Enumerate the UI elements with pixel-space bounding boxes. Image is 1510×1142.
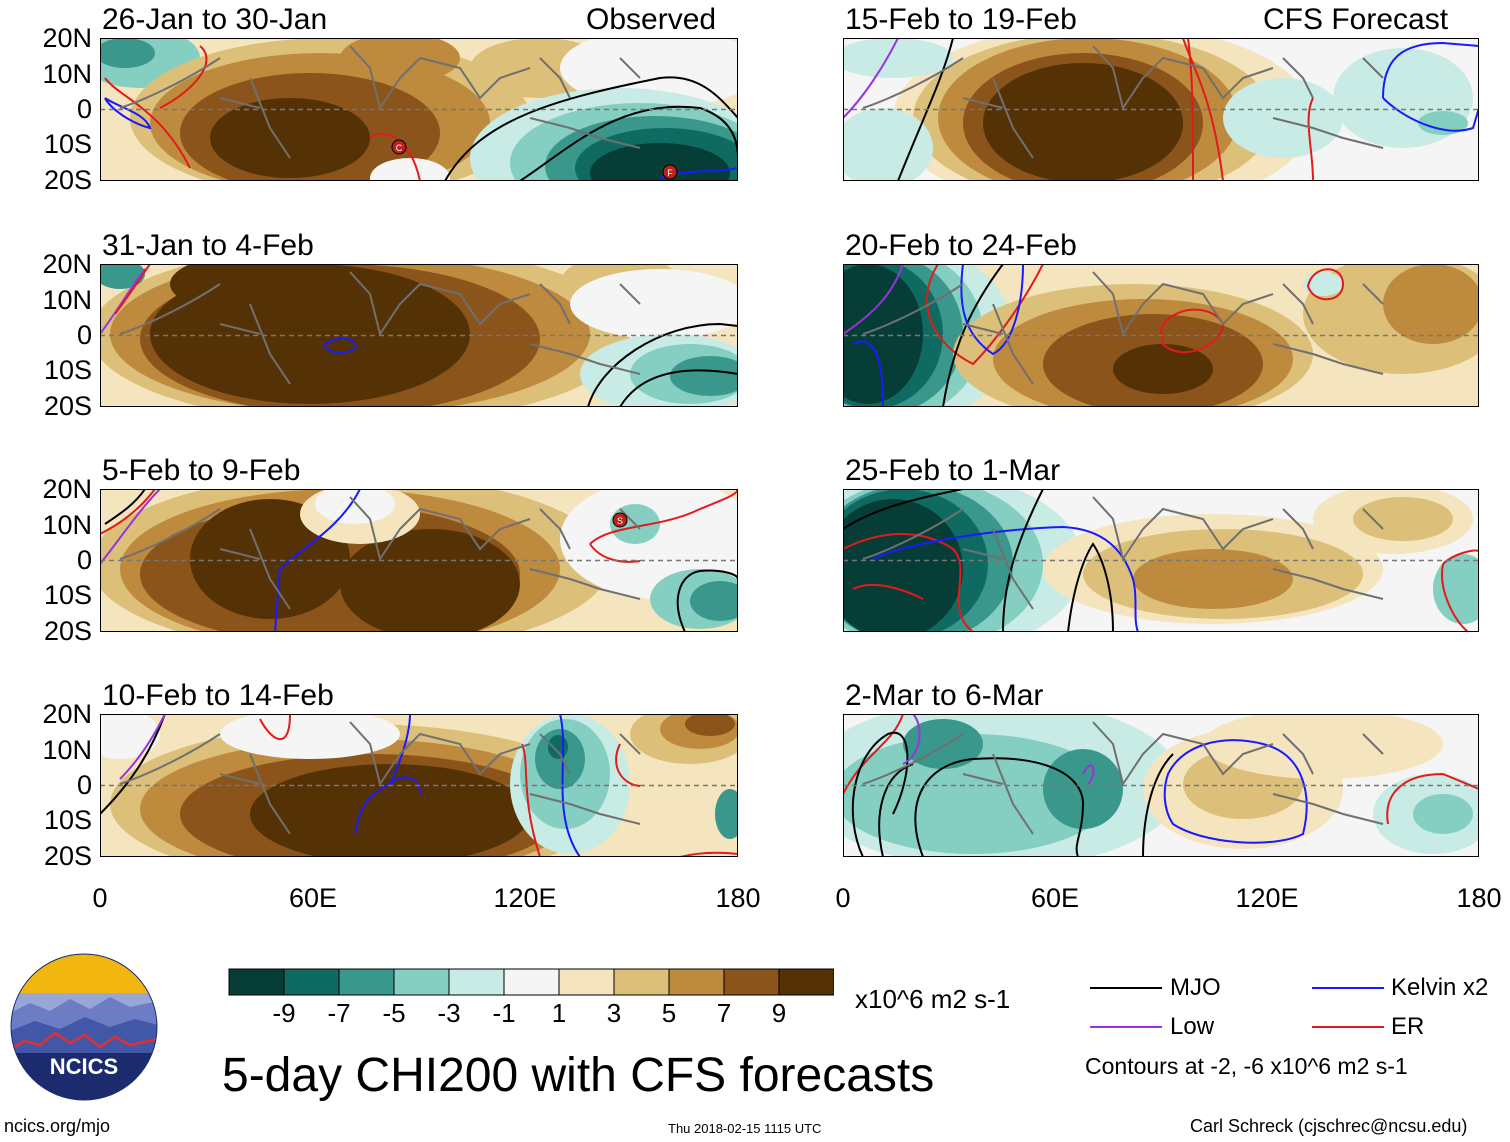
storm-marker: F: [662, 164, 678, 180]
chi200-map-observed-1: C F: [100, 38, 738, 181]
colorbar-swatch: [668, 968, 725, 996]
colorbar-swatch: [448, 968, 505, 996]
panel-date-label: 20-Feb to 24-Feb: [845, 229, 1077, 262]
chi200-map-observed-2: [100, 264, 738, 407]
colorbar-tick: 7: [716, 998, 732, 1028]
colorbar-tick: -1: [492, 998, 516, 1028]
legend-line-low: [1090, 1026, 1162, 1028]
chi200-map-forecast-1: [843, 38, 1479, 181]
colorbar-swatch: [558, 968, 615, 996]
lat-tick: 0: [76, 94, 92, 124]
storm-marker: S: [612, 512, 628, 528]
lon-tick: 180: [1456, 883, 1502, 913]
colorbar-tick: 3: [606, 998, 622, 1028]
lat-tick: 10N: [42, 735, 92, 765]
lat-tick: 10S: [43, 355, 92, 385]
lat-tick: 10N: [42, 510, 92, 540]
contours-note: Contours at -2, -6 x10^6 m2 s-1: [1085, 1053, 1408, 1079]
colorbar-swatch: [228, 968, 285, 996]
lon-tick: 180: [715, 883, 761, 913]
colorbar-swatch: [613, 968, 670, 996]
lat-tick: 20S: [43, 165, 92, 195]
panel-date-label: 15-Feb to 19-Feb: [845, 3, 1077, 36]
colorbar-swatch: [778, 968, 834, 996]
colorbar: [228, 968, 834, 996]
lat-tick: 10S: [43, 129, 92, 159]
lat-tick: 20S: [43, 841, 92, 871]
chi200-map-forecast-4: [843, 714, 1479, 857]
lat-tick: 0: [76, 545, 92, 575]
colorbar-tick: -9: [272, 998, 296, 1028]
lon-tick: 60E: [288, 883, 338, 913]
chi200-map-forecast-2: [843, 264, 1479, 407]
panel-date-label: 2-Mar to 6-Mar: [845, 679, 1044, 712]
panel-date-label: 5-Feb to 9-Feb: [102, 454, 301, 487]
legend-line-mjo: [1090, 987, 1162, 989]
lat-tick: 10N: [42, 59, 92, 89]
colorbar-swatch: [283, 968, 340, 996]
colorbar-swatch: [503, 968, 560, 996]
colorbar-tick: -7: [327, 998, 351, 1028]
footer-timestamp: Thu 2018-02-15 1115 UTC: [668, 1121, 822, 1136]
storm-letter: S: [617, 516, 623, 526]
logo-text: NCICS: [50, 1054, 118, 1079]
chi200-map-forecast-3: [843, 489, 1479, 632]
lat-tick: 0: [76, 770, 92, 800]
storm-letter: F: [667, 168, 673, 178]
colorbar-tick: 1: [551, 998, 567, 1028]
colorbar-swatch: [338, 968, 395, 996]
lon-tick: 0: [92, 883, 108, 913]
lat-tick: 20N: [42, 23, 92, 53]
colorbar-swatch: [723, 968, 780, 996]
chi200-map-observed-4: [100, 714, 738, 857]
legend-line-kelvin: [1312, 987, 1384, 989]
chi200-map-observed-3: S: [100, 489, 738, 632]
lat-tick: 20S: [43, 616, 92, 646]
figure-title: 5-day CHI200 with CFS forecasts: [222, 1049, 935, 1102]
legend-label-low: Low: [1170, 1013, 1215, 1040]
lon-tick: 120E: [493, 883, 557, 913]
legend-line-er: [1312, 1026, 1384, 1028]
lon-tick: 120E: [1235, 883, 1299, 913]
colorbar-swatch: [393, 968, 450, 996]
lat-tick: 20N: [42, 474, 92, 504]
storm-letter: C: [396, 143, 403, 153]
legend-label-er: ER: [1391, 1013, 1425, 1040]
lon-tick: 60E: [1030, 883, 1080, 913]
legend-label-mjo: MJO: [1170, 974, 1221, 1001]
forecast-label: CFS Forecast: [1263, 3, 1449, 36]
lat-tick: 20N: [42, 699, 92, 729]
panel-date-label: 25-Feb to 1-Mar: [845, 454, 1061, 487]
colorbar-tick: 5: [661, 998, 677, 1028]
panel-date-label: 26-Jan to 30-Jan: [102, 3, 328, 36]
footer-url: ncics.org/mjo: [4, 1116, 111, 1136]
footer-author: Carl Schreck (cjschrec@ncsu.edu): [1190, 1116, 1468, 1136]
lat-tick: 0: [76, 320, 92, 350]
panel-date-label: 31-Jan to 4-Feb: [102, 229, 314, 262]
lat-tick: 10S: [43, 805, 92, 835]
lon-tick: 0: [835, 883, 851, 913]
panel-date-label: 10-Feb to 14-Feb: [102, 679, 334, 712]
lat-tick: 10N: [42, 285, 92, 315]
lat-tick: 20N: [42, 249, 92, 279]
colorbar-tick: 9: [771, 998, 787, 1028]
observed-label: Observed: [586, 3, 717, 36]
colorbar-tick: -5: [382, 998, 406, 1028]
legend-label-kelvin: Kelvin x2: [1391, 974, 1489, 1001]
ncics-logo: NCICS: [10, 953, 158, 1101]
colorbar-tick: -3: [437, 998, 461, 1028]
lat-tick: 10S: [43, 580, 92, 610]
storm-marker: C: [391, 139, 407, 155]
colorbar-units: x10^6 m2 s-1: [855, 984, 1011, 1014]
lat-tick: 20S: [43, 391, 92, 421]
